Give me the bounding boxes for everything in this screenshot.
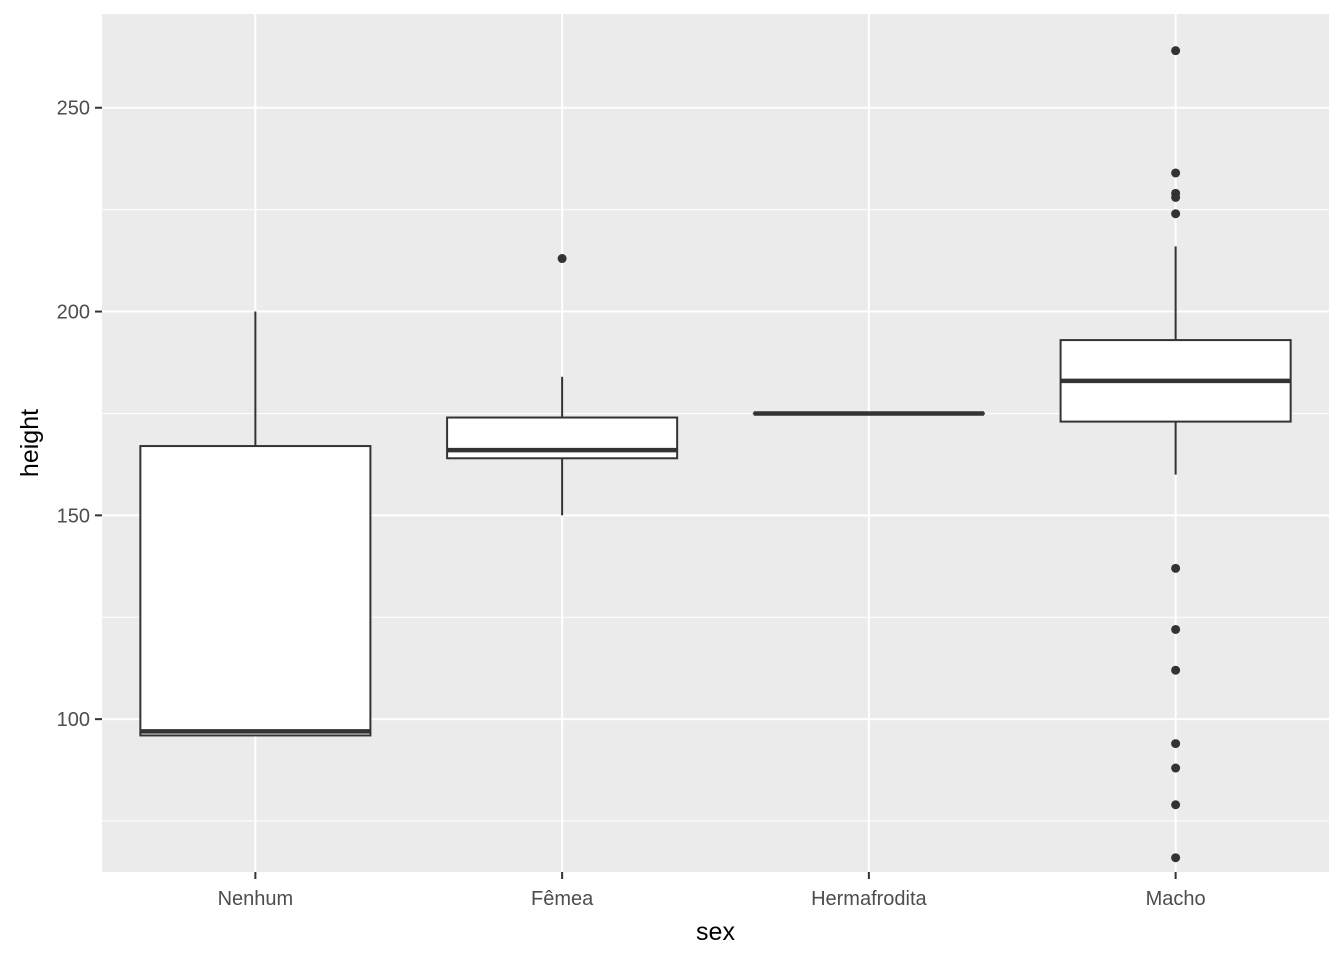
outlier-point xyxy=(1171,739,1181,749)
x-tick-label: Macho xyxy=(1146,888,1206,910)
box-nenhum xyxy=(139,311,372,737)
box-f-mea xyxy=(446,254,679,516)
y-tick-label: 150 xyxy=(57,505,90,527)
y-tick-label: 100 xyxy=(57,709,90,731)
x-axis-title: sex xyxy=(696,918,735,946)
outlier-point xyxy=(1171,209,1181,219)
boxes-layer xyxy=(139,46,1292,863)
outlier-point xyxy=(1171,192,1181,202)
x-tick-label: Hermafrodita xyxy=(811,888,927,910)
outlier-point xyxy=(557,254,567,264)
outlier-point xyxy=(1171,624,1181,634)
outlier-point xyxy=(1171,168,1181,178)
outlier-point xyxy=(1171,800,1181,810)
outlier-point xyxy=(1171,563,1181,573)
y-tick-label: 200 xyxy=(57,302,90,324)
outlier-point xyxy=(1171,763,1181,773)
box-macho xyxy=(1059,46,1292,863)
plot-panel xyxy=(102,14,1329,872)
box-body xyxy=(139,445,372,737)
outlier-point xyxy=(1171,665,1181,675)
x-tick-label: Nenhum xyxy=(218,888,294,910)
y-axis: 100 150 200 250 xyxy=(57,98,102,731)
x-tick-label: Fêmea xyxy=(531,888,594,910)
y-axis-title: height xyxy=(16,409,44,477)
x-axis: Nenhum Fêmea Hermafrodita Macho xyxy=(218,872,1206,910)
outlier-point xyxy=(1171,46,1181,56)
y-tick-label: 250 xyxy=(57,98,90,120)
outlier-point xyxy=(1171,853,1181,863)
